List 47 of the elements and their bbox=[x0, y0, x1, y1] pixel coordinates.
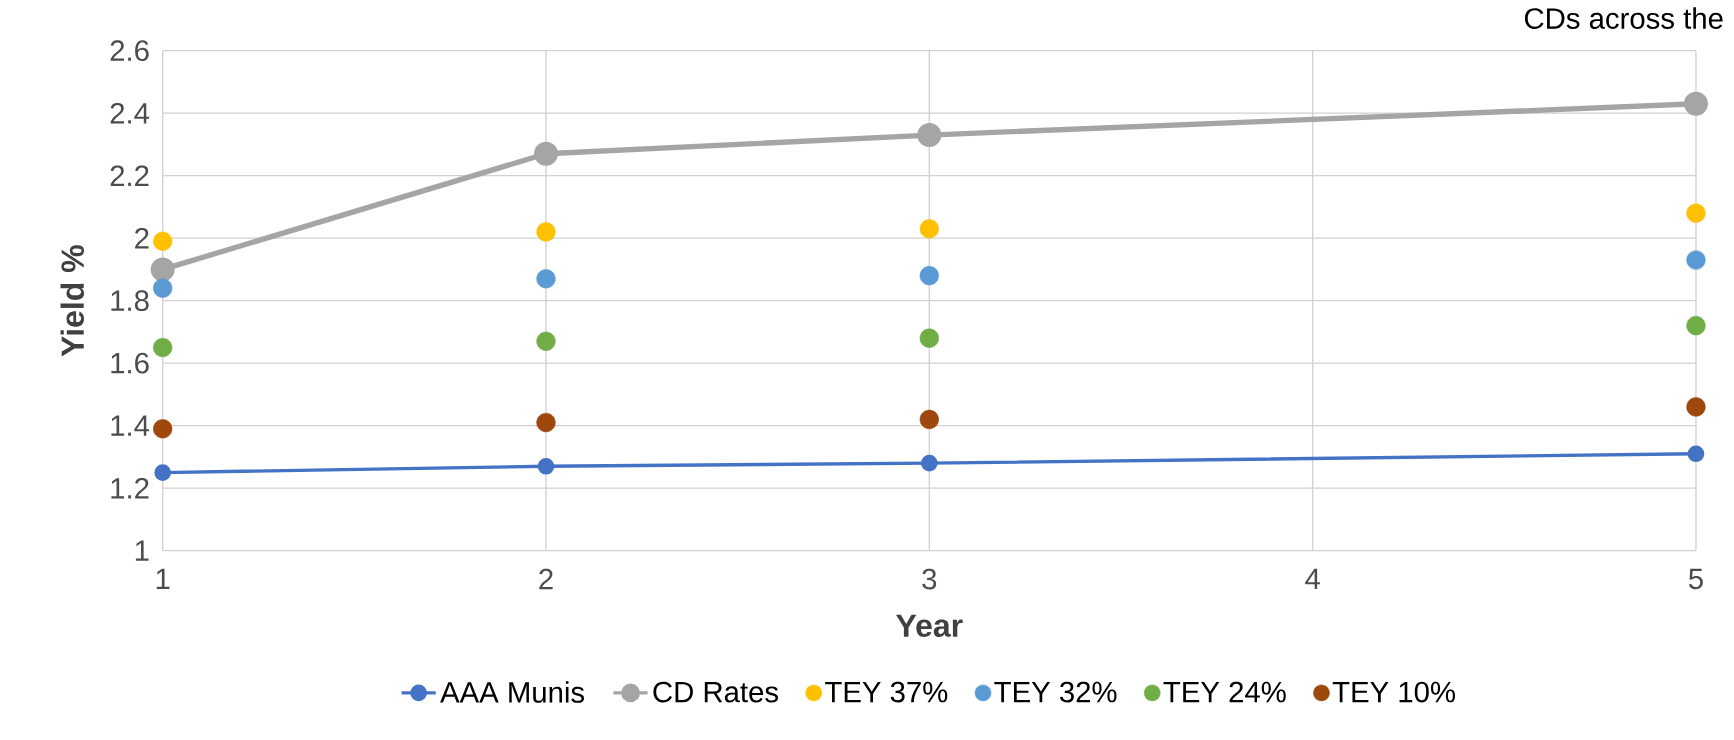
x-tick-label: 2 bbox=[539, 568, 553, 590]
legend-label: TEY 37% bbox=[825, 681, 948, 703]
point bbox=[919, 266, 939, 286]
y-tick-label: 2.6 bbox=[110, 40, 149, 62]
legend-label: TEY 32% bbox=[994, 681, 1117, 703]
point bbox=[1686, 397, 1706, 417]
legend-label: TEY 24% bbox=[1163, 681, 1286, 703]
point bbox=[536, 331, 556, 351]
y-tick-label: 1 bbox=[135, 540, 149, 561]
x-tick-label: 1 bbox=[156, 568, 170, 589]
point bbox=[537, 457, 555, 475]
y-axis-title: Yield % bbox=[60, 245, 85, 357]
point bbox=[1686, 203, 1706, 223]
point bbox=[1686, 316, 1706, 336]
x-tick-label: 5 bbox=[1688, 568, 1703, 590]
point bbox=[154, 464, 172, 481]
point bbox=[917, 123, 942, 148]
y-tick-label: 1.4 bbox=[111, 415, 150, 436]
point bbox=[920, 454, 938, 472]
y-tick-label: 2.4 bbox=[110, 102, 150, 124]
point bbox=[536, 222, 556, 242]
legend-label: AAA Munis bbox=[440, 681, 585, 703]
x-tick-label: 4 bbox=[1305, 568, 1320, 589]
y-tick-label: 1.8 bbox=[111, 290, 149, 312]
point bbox=[1686, 250, 1706, 270]
y-tick-label: 2.2 bbox=[110, 165, 149, 186]
point bbox=[153, 337, 173, 358]
point bbox=[919, 219, 939, 239]
y-tick-label: 2 bbox=[135, 227, 149, 249]
point bbox=[536, 412, 556, 433]
point bbox=[1683, 91, 1708, 116]
point bbox=[919, 328, 939, 348]
x-tick-label: 3 bbox=[922, 568, 937, 590]
point bbox=[1687, 445, 1705, 463]
text: CDs across the bbox=[1524, 7, 1723, 29]
point bbox=[153, 231, 173, 251]
point bbox=[153, 278, 173, 298]
point bbox=[533, 141, 558, 166]
x-axis-title: Year bbox=[896, 614, 963, 637]
point bbox=[536, 269, 556, 289]
point bbox=[150, 257, 175, 282]
y-tick-label: 1.2 bbox=[111, 477, 149, 499]
legend-label: TEY 10% bbox=[1332, 681, 1455, 703]
y-tick-label: 1.6 bbox=[111, 352, 149, 374]
point bbox=[153, 419, 173, 439]
point bbox=[919, 409, 939, 430]
legend-label: CD Rates bbox=[653, 681, 778, 703]
